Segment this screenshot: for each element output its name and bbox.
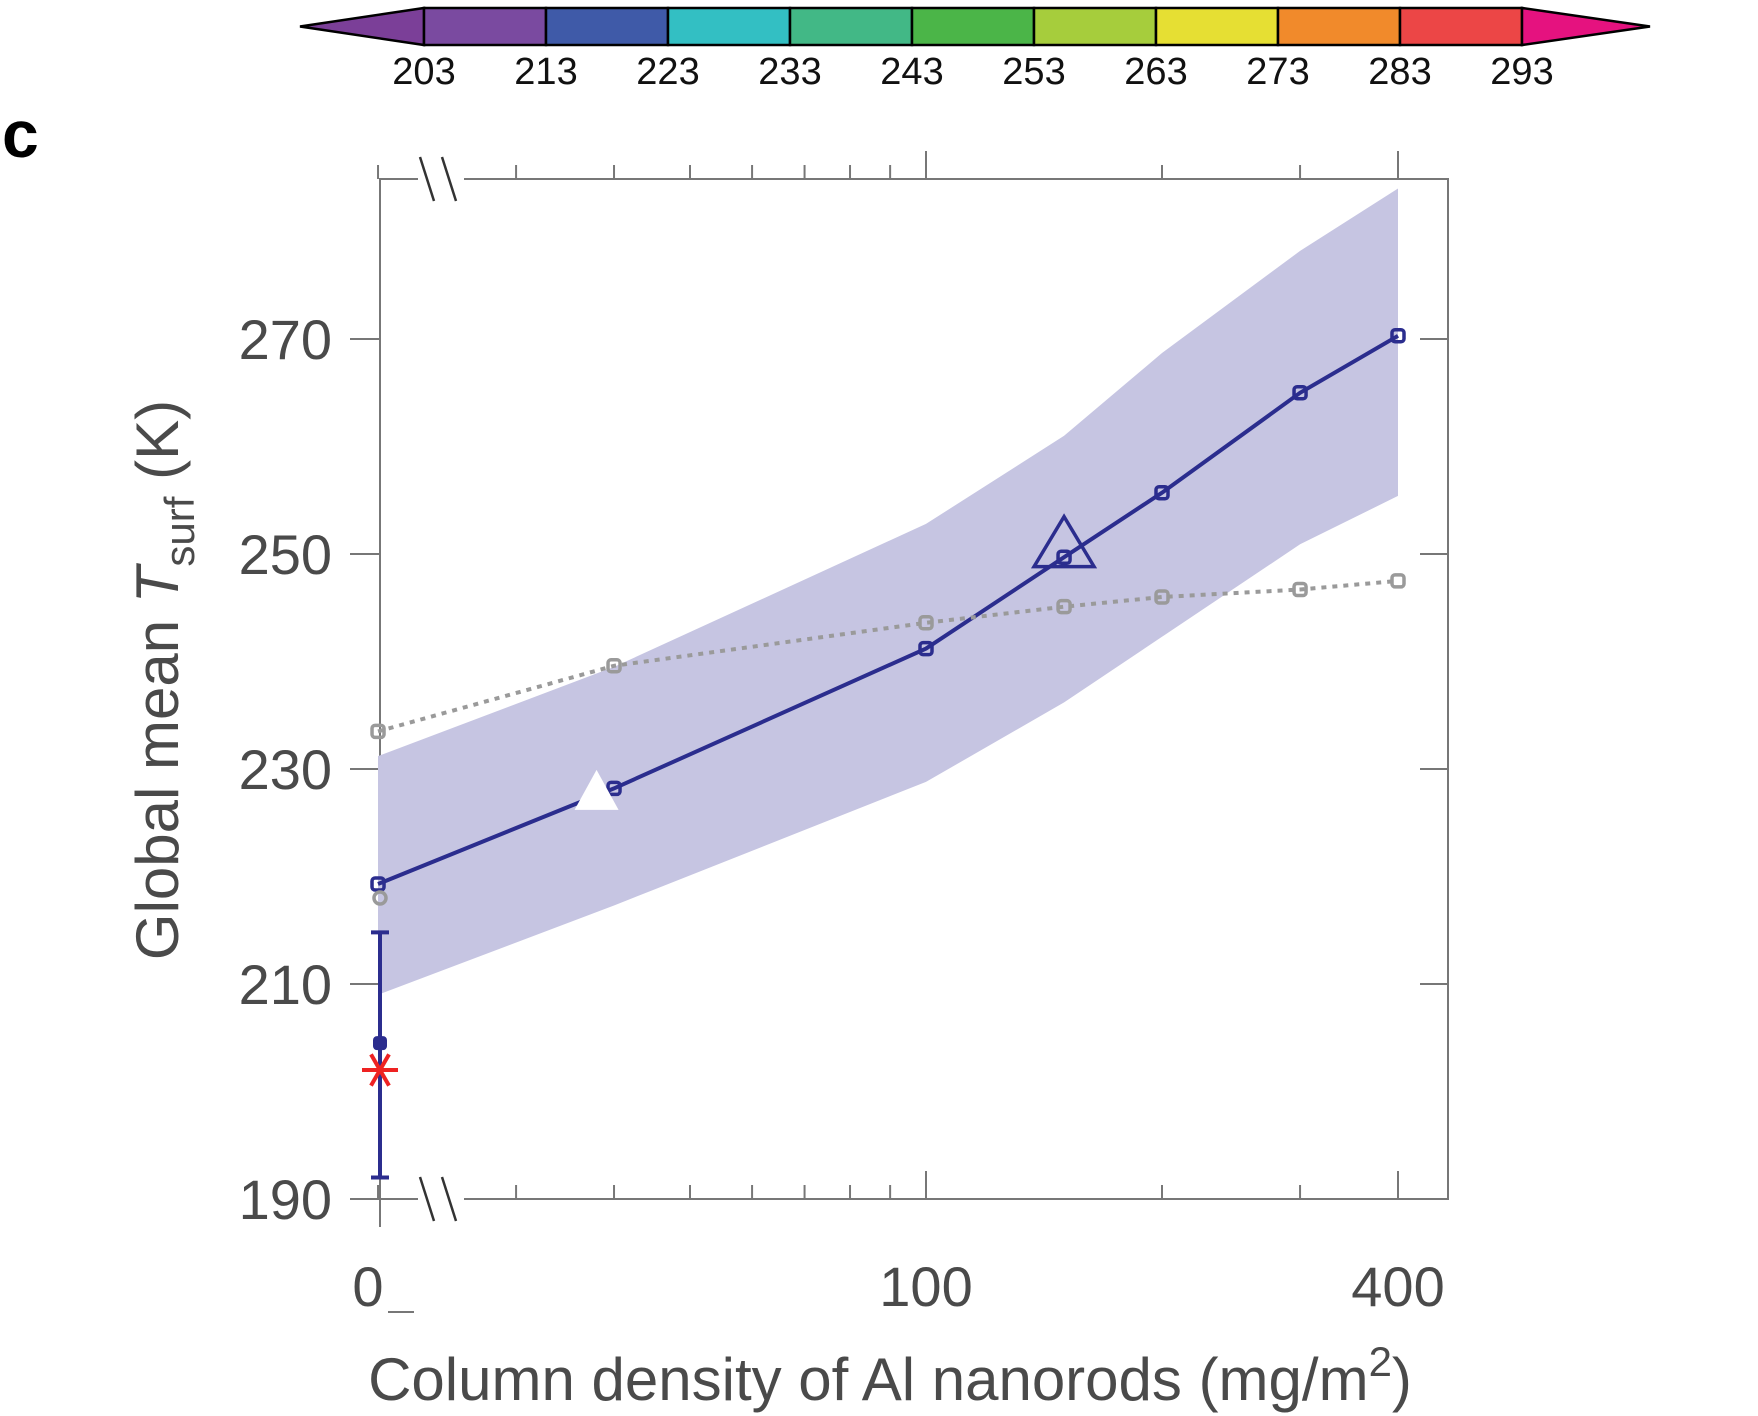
uncertainty-band: [378, 188, 1398, 995]
x-tick-label: 0: [352, 1255, 383, 1318]
data-point: [1056, 549, 1072, 565]
colorbar-segment: [422, 6, 548, 47]
open-triangle-marker: [1030, 513, 1098, 569]
colorbar-segment: [666, 6, 792, 47]
data-point: [606, 658, 622, 674]
axis-break-mark: [440, 156, 458, 202]
y-axis-title-text: Global mean: [124, 603, 191, 960]
x-axis-title-sup: 2: [1369, 1338, 1392, 1385]
axis-break-gap: [418, 1169, 464, 1229]
data-point: [1154, 589, 1170, 605]
data-point: [1154, 484, 1170, 501]
colorbar-tick-label: 233: [758, 51, 821, 93]
axis-break-mark: [418, 156, 436, 202]
data-point: [1390, 328, 1406, 344]
y-axis-title-var: T: [124, 562, 191, 603]
y-axis-title-sub: surf: [156, 496, 203, 566]
white-triangle-marker: [574, 769, 619, 810]
colorbar-arrow-left: [299, 6, 426, 47]
colorbar-tick-label: 203: [392, 51, 455, 93]
x-tick-label: 400: [1351, 1255, 1444, 1318]
colorbar: 203 213 223 233 243 253 263 273 283 293: [299, 6, 1651, 93]
colorbar-segment: [910, 6, 1036, 47]
axis-break-mark: [418, 1176, 436, 1222]
data-point: [1292, 385, 1308, 401]
y-tick-label: 230: [239, 738, 332, 801]
axis-break-mark: [440, 1176, 458, 1222]
y-axis-title-end: (K): [124, 400, 191, 497]
x-axis-title-end: ): [1392, 1346, 1412, 1413]
data-point: [918, 615, 934, 631]
series-line-solid: [377, 334, 1400, 886]
colorbar-segment: [544, 6, 670, 47]
colorbar-segment: [1032, 6, 1158, 47]
plot-area: [350, 149, 1449, 1313]
y-tick-label: 190: [239, 1168, 332, 1231]
series-line-dotted: [377, 578, 1399, 734]
zero-mean-point: [373, 1036, 387, 1051]
data-point: [606, 780, 622, 797]
panel-label: c: [2, 97, 39, 171]
colorbar-tick-label: 243: [880, 51, 943, 93]
plot-frame: [379, 178, 1449, 1200]
colorbar-segment: [1154, 6, 1280, 47]
zero-gray-point: [372, 890, 388, 906]
colorbar-segment: [1398, 6, 1524, 47]
colorbar-tick-label: 253: [1002, 51, 1065, 93]
data-point: [1390, 573, 1406, 589]
y-tick-label: 250: [239, 523, 332, 586]
x-axis-title-text: Column density of Al nanorods (mg/m: [368, 1346, 1368, 1413]
x-axis-title: Column density of Al nanorods (mg/m2): [368, 1338, 1412, 1413]
data-point: [1292, 581, 1308, 598]
colorbar-tick-label: 293: [1490, 51, 1553, 93]
data-point: [1056, 598, 1072, 615]
y-axis-title: Global mean Tsurf (K): [124, 400, 203, 960]
y-axis: 190 210 230 250 270: [239, 308, 332, 1231]
data-point: [918, 640, 934, 657]
colorbar-tick-label: 273: [1246, 51, 1309, 93]
colorbar-segment: [1276, 6, 1402, 47]
data-point: [370, 876, 386, 892]
colorbar-tick-label: 263: [1124, 51, 1187, 93]
data-point: [370, 723, 386, 740]
colorbar-tick-label: 283: [1368, 51, 1431, 93]
y-tick-label: 270: [239, 308, 332, 371]
colorbar-tick-label: 213: [514, 51, 577, 93]
axis-break-gap: [418, 149, 464, 209]
x-tick-label: 100: [879, 1255, 972, 1318]
observed-star-marker: [369, 1053, 391, 1087]
y-tick-label: 210: [239, 953, 332, 1016]
x-axis: 0 100 400: [352, 1255, 1444, 1318]
colorbar-tick-label: 223: [636, 51, 699, 93]
colorbar-arrow-right: [1520, 6, 1651, 47]
colorbar-segment: [788, 6, 914, 47]
